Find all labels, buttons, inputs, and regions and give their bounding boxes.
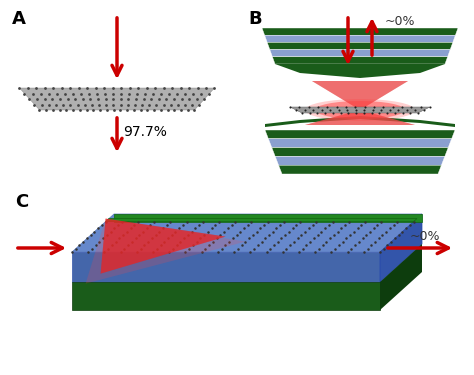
Text: A: A [12, 10, 26, 28]
Text: ~0%: ~0% [410, 230, 440, 243]
Polygon shape [270, 50, 450, 57]
Polygon shape [264, 35, 456, 42]
Polygon shape [279, 165, 441, 174]
Text: C: C [15, 193, 28, 211]
Polygon shape [275, 156, 445, 165]
Polygon shape [312, 81, 408, 110]
Polygon shape [272, 148, 448, 156]
Polygon shape [265, 130, 455, 139]
Polygon shape [380, 214, 422, 282]
Polygon shape [290, 107, 430, 113]
Polygon shape [72, 282, 380, 310]
Polygon shape [114, 214, 422, 222]
Polygon shape [275, 64, 445, 78]
Ellipse shape [305, 99, 415, 121]
Polygon shape [267, 42, 453, 50]
Ellipse shape [315, 101, 405, 119]
Polygon shape [312, 81, 408, 110]
Polygon shape [305, 110, 415, 125]
Text: B: B [248, 10, 262, 28]
Polygon shape [305, 110, 415, 125]
Polygon shape [19, 88, 215, 110]
Polygon shape [72, 252, 380, 282]
Text: ~0%: ~0% [385, 15, 416, 28]
Polygon shape [100, 219, 226, 274]
Polygon shape [262, 28, 458, 35]
Text: 97.7%: 97.7% [123, 125, 167, 139]
Polygon shape [265, 116, 455, 127]
Polygon shape [72, 214, 422, 252]
Polygon shape [86, 219, 246, 284]
Polygon shape [380, 244, 422, 310]
Polygon shape [106, 219, 417, 222]
Polygon shape [268, 139, 452, 148]
Polygon shape [100, 219, 226, 274]
Polygon shape [273, 57, 447, 64]
